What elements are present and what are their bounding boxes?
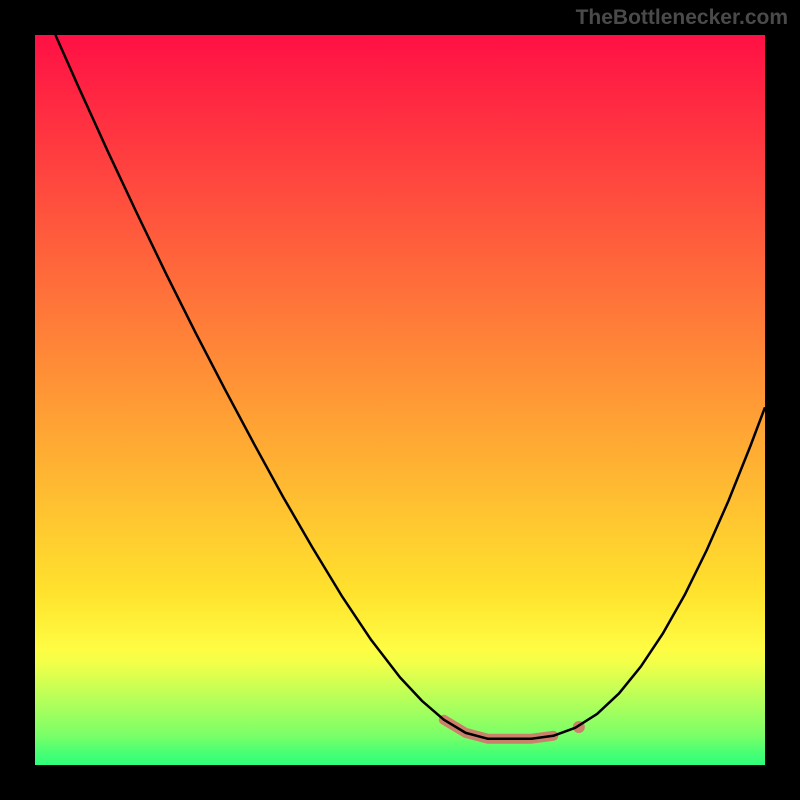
- bottleneck-curve: [55, 35, 765, 739]
- curve-layer: [35, 35, 765, 765]
- plot-area: [35, 35, 765, 765]
- watermark-text: TheBottlenecker.com: [576, 6, 788, 30]
- chart-container: TheBottlenecker.com: [0, 0, 800, 800]
